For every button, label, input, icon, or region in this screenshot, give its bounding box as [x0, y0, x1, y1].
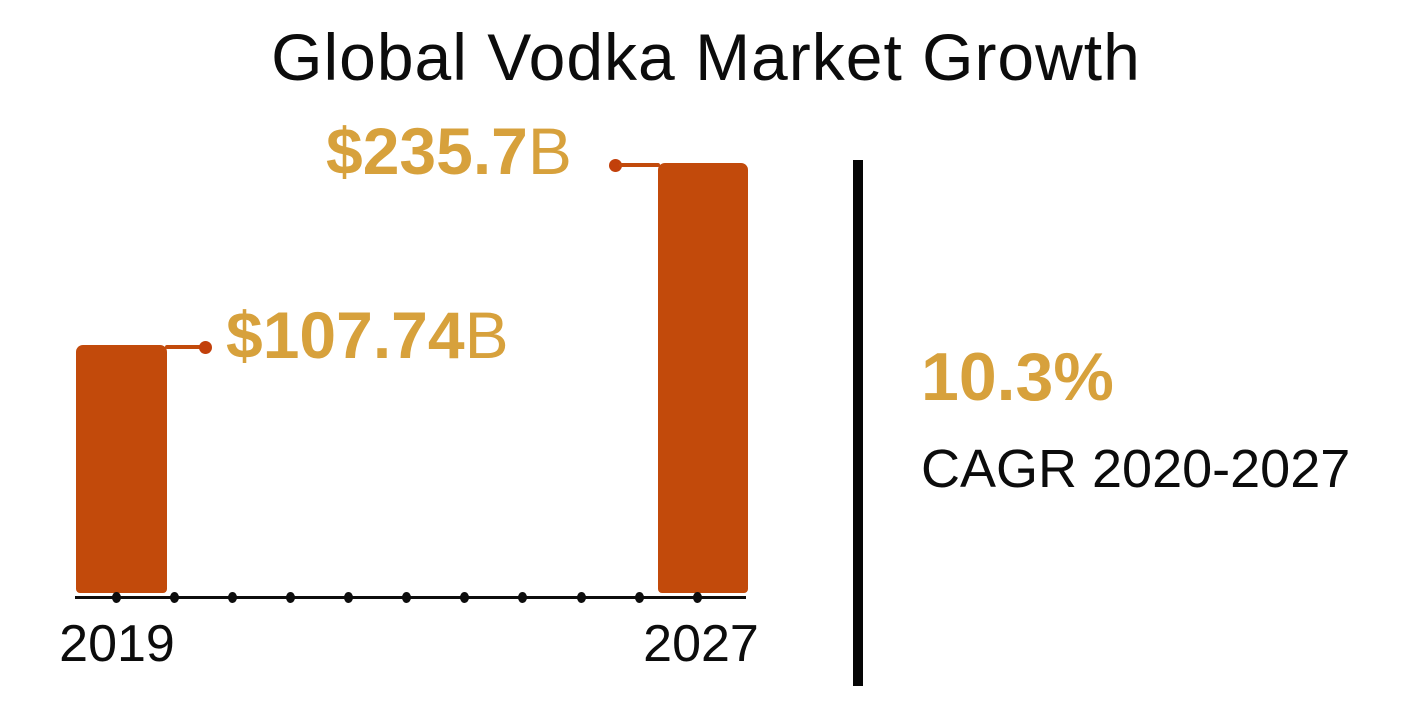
callout-dot-2027 — [609, 159, 622, 172]
vertical-divider — [853, 160, 863, 686]
axis-dot — [286, 592, 295, 603]
axis-dot — [170, 592, 179, 603]
value-label-2019: $107.74B — [226, 302, 510, 368]
axis-dot — [577, 592, 586, 603]
callout-dot-2019 — [199, 341, 212, 354]
x-tick-label-2019: 2019 — [59, 615, 175, 673]
callout-line-2027 — [619, 163, 660, 167]
axis-dot — [344, 592, 353, 603]
chart-title: Global Vodka Market Growth — [271, 20, 1141, 94]
bar-2027 — [658, 163, 748, 593]
axis-dot — [228, 592, 237, 603]
value-label-2019-amount: $107.74 — [226, 298, 465, 372]
axis-dot — [402, 592, 411, 603]
x-tick-label-2027: 2027 — [643, 615, 759, 673]
axis-dot — [460, 592, 469, 603]
value-label-2027-amount: $235.7 — [326, 114, 528, 188]
cagr-label: CAGR 2020-2027 — [921, 439, 1351, 499]
bar-2019 — [76, 345, 167, 593]
value-label-2027-unit: B — [527, 114, 573, 188]
axis-dot — [635, 592, 644, 603]
value-label-2019-unit: B — [464, 298, 510, 372]
value-label-2027: $235.7B — [326, 118, 573, 184]
axis-dot — [112, 592, 121, 603]
callout-line-2019 — [165, 345, 203, 349]
axis-dot — [693, 592, 702, 603]
axis-dot — [518, 592, 527, 603]
cagr-value: 10.3% — [921, 339, 1114, 415]
